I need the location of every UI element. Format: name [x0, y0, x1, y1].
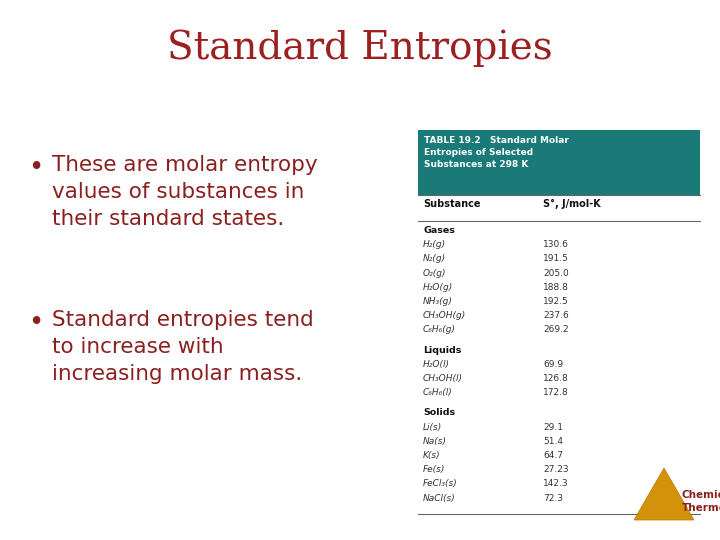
- Text: 269.2: 269.2: [543, 326, 569, 334]
- Text: Thermodynamics: Thermodynamics: [682, 503, 720, 513]
- Text: 188.8: 188.8: [543, 283, 569, 292]
- Text: Liquids: Liquids: [423, 346, 462, 355]
- Text: 192.5: 192.5: [543, 297, 569, 306]
- Text: 27.23: 27.23: [543, 465, 569, 474]
- Text: Chemical: Chemical: [682, 490, 720, 500]
- Text: N₂(g): N₂(g): [423, 254, 446, 264]
- Text: 142.3: 142.3: [543, 480, 569, 488]
- Text: Fe(s): Fe(s): [423, 465, 446, 474]
- Text: S°, J/mol-K: S°, J/mol-K: [543, 199, 600, 209]
- Text: 172.8: 172.8: [543, 388, 569, 397]
- Text: NaCl(s): NaCl(s): [423, 494, 456, 503]
- Text: 191.5: 191.5: [543, 254, 569, 264]
- Text: 51.4: 51.4: [543, 437, 563, 446]
- Text: •: •: [28, 155, 43, 181]
- Text: 69.9: 69.9: [543, 360, 563, 369]
- Text: O₂(g): O₂(g): [423, 268, 446, 278]
- Text: H₂O(l): H₂O(l): [423, 360, 450, 369]
- Text: 126.8: 126.8: [543, 374, 569, 383]
- Text: Na(s): Na(s): [423, 437, 447, 446]
- Text: Standard entropies tend
to increase with
increasing molar mass.: Standard entropies tend to increase with…: [52, 310, 314, 384]
- Text: Substance: Substance: [423, 199, 480, 209]
- Text: CH₃OH(g): CH₃OH(g): [423, 311, 467, 320]
- Text: NH₃(g): NH₃(g): [423, 297, 453, 306]
- Text: 64.7: 64.7: [543, 451, 563, 460]
- Text: FeCl₃(s): FeCl₃(s): [423, 480, 458, 488]
- Polygon shape: [634, 468, 694, 520]
- Text: C₆H₆(l): C₆H₆(l): [423, 388, 453, 397]
- Text: H₂O(g): H₂O(g): [423, 283, 454, 292]
- Text: 29.1: 29.1: [543, 423, 563, 431]
- Text: Gases: Gases: [423, 226, 455, 235]
- Text: Li(s): Li(s): [423, 423, 442, 431]
- Text: TABLE 19.2   Standard Molar
Entropies of Selected
Substances at 298 K: TABLE 19.2 Standard Molar Entropies of S…: [424, 136, 569, 168]
- Text: Solids: Solids: [423, 408, 455, 417]
- Text: H₂(g): H₂(g): [423, 240, 446, 249]
- Text: CH₃OH(l): CH₃OH(l): [423, 374, 463, 383]
- Text: 72.3: 72.3: [543, 494, 563, 503]
- Text: 130.6: 130.6: [543, 240, 569, 249]
- Text: •: •: [28, 310, 43, 336]
- Text: 205.0: 205.0: [543, 268, 569, 278]
- Text: These are molar entropy
values of substances in
their standard states.: These are molar entropy values of substa…: [52, 155, 318, 230]
- Text: 237.6: 237.6: [543, 311, 569, 320]
- Text: C₆H₆(g): C₆H₆(g): [423, 326, 456, 334]
- Text: K(s): K(s): [423, 451, 441, 460]
- Bar: [418, 130, 700, 195]
- Text: Standard Entropies: Standard Entropies: [167, 29, 553, 67]
